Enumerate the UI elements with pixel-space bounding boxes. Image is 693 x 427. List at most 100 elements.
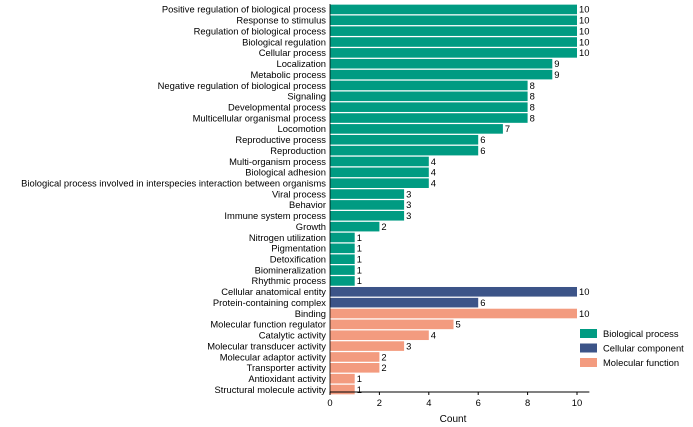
bar-reproduction [330,145,479,156]
category-label-transporter-activity: Transporter activity [247,362,327,373]
category-label-rhythmic-process: Rhythmic process [251,275,326,286]
bar-multi-organism-process [330,156,429,167]
x-tick-label-10: 10 [572,397,582,408]
value-label-biological-regulation: 10 [579,36,589,47]
value-label-growth: 2 [381,221,386,232]
value-label-detoxification: 1 [357,254,362,265]
value-label-signaling: 8 [530,91,535,102]
category-label-antioxidant-activity: Antioxidant activity [248,373,326,384]
legend: Biological process Cellular component Mole… [580,328,684,368]
category-label-catalytic-activity: Catalytic activity [259,330,327,341]
bar-molecular-function-regulator [330,319,454,330]
value-label-biomineralization: 1 [357,264,362,275]
legend-label-cellular-component: Cellular component [603,343,684,354]
legend-swatch-cellular-component [580,343,597,353]
category-label-molecular-transducer-activity: Molecular transducer activity [207,340,326,351]
value-label-viral-process: 3 [406,188,411,199]
category-label-developmental-process: Developmental process [228,101,326,112]
bar-response-to-stimulus [330,15,577,26]
category-label-locomotion: Locomotion [278,123,326,134]
x-axis-title: Count [440,414,467,425]
category-label-binding: Binding [295,308,326,319]
bar-pigmentation [330,243,355,254]
bar-signaling [330,91,528,102]
category-label-cellular-process: Cellular process [259,47,327,58]
value-label-developmental-process: 8 [530,101,535,112]
value-label-rhythmic-process: 1 [357,275,362,286]
bar-viral-process [330,189,405,199]
bar-molecular-transducer-activity [330,341,405,351]
bar-rhythmic-process [330,276,355,286]
value-label-transporter-activity: 2 [381,362,386,373]
value-label-metabolic-process: 9 [554,69,559,80]
value-label-biological-adhesion: 4 [431,167,436,178]
bar-regulation-of-biological-process [330,26,577,36]
bar-reproductive-process [330,134,479,145]
bar-antioxidant-activity [330,373,355,384]
bar-immune-system-process [330,210,405,221]
category-label-positive-regulation-of-biological-process: Positive regulation of biological proces… [162,4,326,15]
legend-swatch-molecular-function [580,358,597,367]
category-label-response-to-stimulus: Response to stimulus [236,15,326,26]
x-tick-label-4: 4 [426,397,431,408]
x-tick-label-6: 6 [476,397,481,408]
category-label-molecular-adaptor-activity: Molecular adaptor activity [220,351,327,362]
value-label-protein-containing-complex: 6 [480,297,485,308]
category-label-biomineralization: Biomineralization [255,264,326,275]
bar-growth [330,221,380,232]
category-label-multi-organism-process: Multi-organism process [229,156,326,167]
value-label-molecular-transducer-activity: 3 [406,340,411,351]
category-label-negative-regulation-of-biological-process: Negative regulation of biological proces… [158,80,327,91]
bar-localization [330,58,553,69]
category-label-metabolic-process: Metabolic process [250,69,326,80]
value-label-antioxidant-activity: 1 [357,373,362,384]
category-label-detoxification: Detoxification [270,254,326,265]
bar-multicellular-organismal-process [330,113,528,123]
category-label-nitrogen-utilization: Nitrogen utilization [249,232,326,243]
value-label-molecular-adaptor-activity: 2 [381,351,386,362]
value-label-structural-molecule-activity: 1 [357,384,362,395]
bar-biomineralization [330,265,355,275]
value-label-immune-system-process: 3 [406,210,411,221]
category-label-regulation-of-biological-process: Regulation of biological process [194,25,327,36]
value-label-behavior: 3 [406,199,411,210]
legend-swatch-biological-process [580,329,597,338]
x-tick-label-2: 2 [377,397,382,408]
value-label-regulation-of-biological-process: 10 [579,25,589,36]
category-label-biological-regulation: Biological regulation [242,36,326,47]
value-label-binding: 10 [579,308,589,319]
category-label-multicellular-organismal-process: Multicellular organismal process [193,112,327,123]
value-label-cellular-anatomical-entity: 10 [579,286,589,297]
value-label-positive-regulation-of-biological-process: 10 [579,4,589,15]
bar-metabolic-process [330,69,553,80]
category-label-biological-process-involved-in-interspecies-interaction-between-organisms: Biological process involved in interspec… [21,177,326,188]
value-label-pigmentation: 1 [357,243,362,254]
bar-protein-containing-complex [330,297,479,308]
bar-nitrogen-utilization [330,232,355,243]
bar-structural-molecule-activity [330,384,355,395]
value-label-reproduction: 6 [480,145,485,156]
bar-biological-adhesion [330,167,429,178]
bar-positive-regulation-of-biological-process [330,4,577,15]
category-label-signaling: Signaling [287,91,326,102]
value-label-nitrogen-utilization: 1 [357,232,362,243]
value-label-molecular-function-regulator: 5 [456,319,461,330]
legend-label-molecular-function: Molecular function [603,357,679,368]
value-label-localization: 9 [554,58,559,69]
bar-developmental-process [330,102,528,112]
category-label-behavior: Behavior [289,199,326,210]
category-label-structural-molecule-activity: Structural molecule activity [215,384,327,395]
bar-negative-regulation-of-biological-process [330,80,528,91]
value-label-multi-organism-process: 4 [431,156,436,167]
bar-biological-regulation [330,37,577,47]
bar-detoxification [330,254,355,265]
value-label-negative-regulation-of-biological-process: 8 [530,80,535,91]
category-label-pigmentation: Pigmentation [271,243,326,254]
value-label-biological-process-involved-in-interspecies-interaction-between-organisms: 4 [431,177,436,188]
bar-locomotion [330,124,503,134]
x-tick-label-8: 8 [525,397,530,408]
value-label-multicellular-organismal-process: 8 [530,112,535,123]
category-label-growth: Growth [296,221,326,232]
bar-biological-process-involved-in-interspecies-interaction-between-organisms [330,178,429,188]
